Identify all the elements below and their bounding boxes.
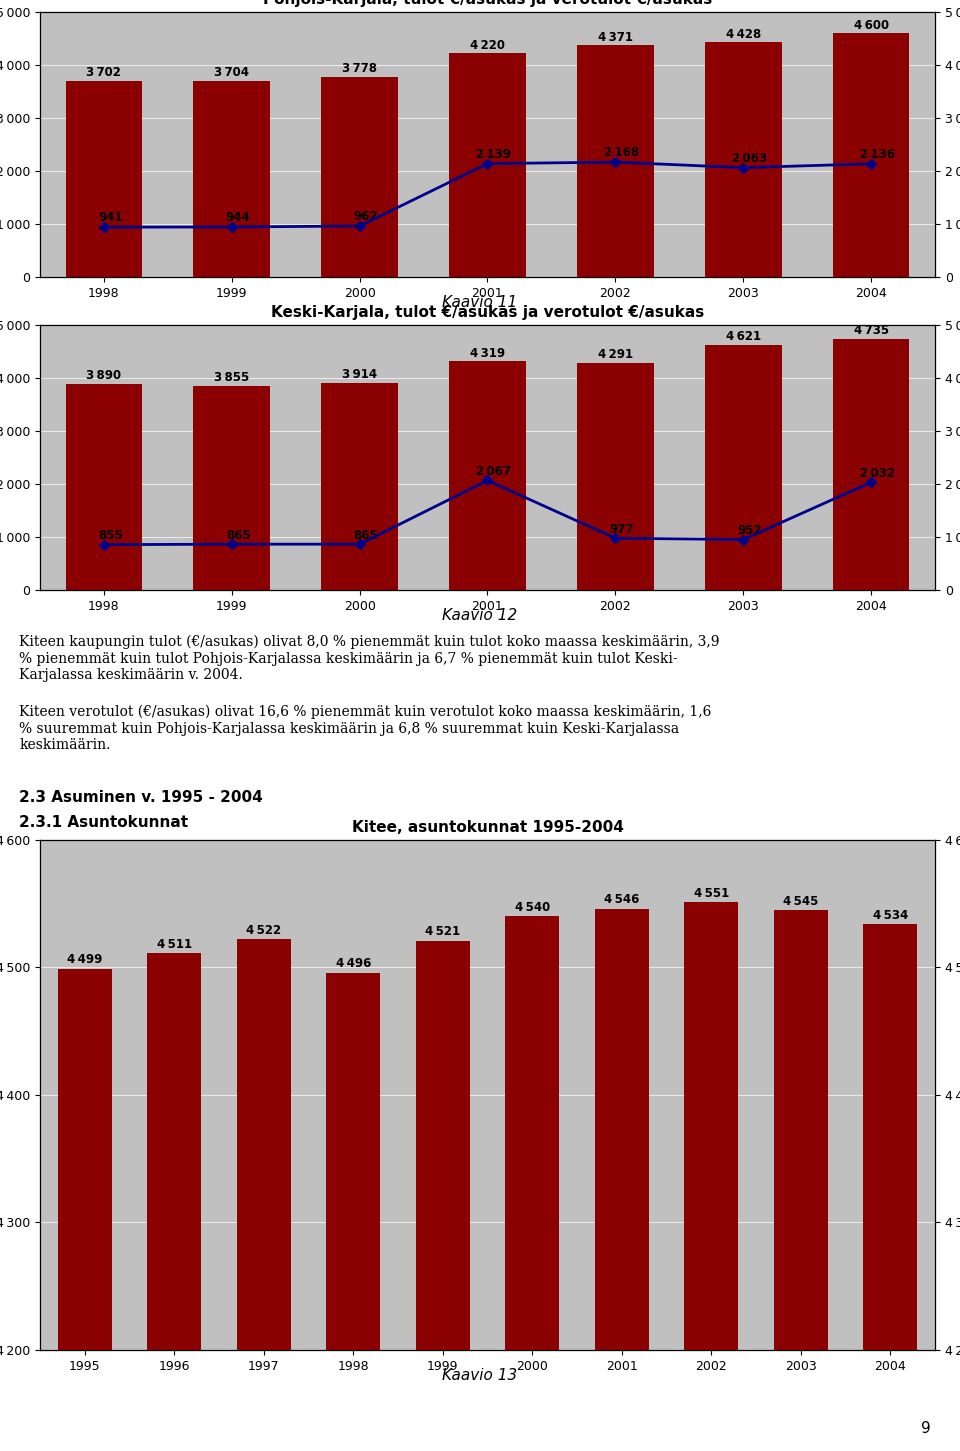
Text: 2 067: 2 067 bbox=[476, 464, 512, 477]
Text: 4 735: 4 735 bbox=[853, 325, 889, 338]
Bar bbox=[505, 917, 559, 1451]
Title: Kitee, asuntokunnat 1995-2004: Kitee, asuntokunnat 1995-2004 bbox=[351, 820, 623, 834]
Text: 4 621: 4 621 bbox=[726, 331, 760, 344]
Text: 4 371: 4 371 bbox=[598, 30, 633, 44]
Bar bbox=[832, 33, 909, 277]
Bar bbox=[595, 908, 649, 1451]
Bar bbox=[58, 969, 111, 1451]
Bar bbox=[577, 363, 654, 591]
Text: 865: 865 bbox=[353, 528, 378, 541]
Text: 4 546: 4 546 bbox=[604, 894, 639, 907]
Bar bbox=[684, 903, 738, 1451]
Text: 2.3.1 Asuntokunnat: 2.3.1 Asuntokunnat bbox=[19, 815, 188, 830]
Bar bbox=[774, 910, 828, 1451]
Bar bbox=[705, 42, 781, 277]
Text: 4 499: 4 499 bbox=[67, 953, 103, 966]
Text: 4 534: 4 534 bbox=[873, 908, 908, 921]
Text: 3 855: 3 855 bbox=[214, 371, 250, 385]
Text: 4 600: 4 600 bbox=[853, 19, 889, 32]
Bar bbox=[148, 953, 201, 1451]
Text: 4 551: 4 551 bbox=[694, 887, 729, 900]
Text: 4 540: 4 540 bbox=[515, 901, 550, 914]
Text: 3 890: 3 890 bbox=[86, 369, 122, 382]
Bar bbox=[832, 340, 909, 591]
Text: Kiteen verotulot (€/asukas) olivat 16,6 % pienemmät kuin verotulot koko maassa k: Kiteen verotulot (€/asukas) olivat 16,6 … bbox=[19, 705, 711, 752]
Text: 3 702: 3 702 bbox=[86, 67, 121, 80]
Text: 865: 865 bbox=[226, 528, 251, 541]
Text: Kaavio 12: Kaavio 12 bbox=[443, 608, 517, 622]
Text: 3 704: 3 704 bbox=[214, 67, 250, 80]
Text: 4 319: 4 319 bbox=[470, 347, 505, 360]
Text: 977: 977 bbox=[610, 522, 634, 535]
Text: 4 545: 4 545 bbox=[783, 895, 819, 907]
Text: 2 063: 2 063 bbox=[732, 152, 767, 165]
Text: 4 496: 4 496 bbox=[336, 958, 371, 971]
Text: 4 291: 4 291 bbox=[598, 348, 633, 361]
Bar bbox=[65, 385, 142, 591]
Text: 2 032: 2 032 bbox=[860, 467, 895, 480]
Text: 4 511: 4 511 bbox=[156, 937, 192, 950]
Bar bbox=[863, 924, 917, 1451]
Text: 944: 944 bbox=[226, 212, 251, 225]
Bar bbox=[449, 361, 526, 591]
Text: 4 522: 4 522 bbox=[246, 924, 281, 937]
Title: Pohjois-Karjala, tulot €/asukas ja verotulot €/asukas: Pohjois-Karjala, tulot €/asukas ja verot… bbox=[263, 0, 712, 7]
Text: 3 778: 3 778 bbox=[342, 62, 377, 75]
Text: 2 168: 2 168 bbox=[604, 147, 639, 160]
Text: 2 139: 2 139 bbox=[476, 148, 512, 161]
Bar bbox=[326, 972, 380, 1451]
Text: 4 521: 4 521 bbox=[425, 926, 460, 939]
Bar bbox=[705, 345, 781, 591]
Text: Kaavio 11: Kaavio 11 bbox=[443, 295, 517, 311]
Bar bbox=[322, 383, 398, 591]
Text: 2 136: 2 136 bbox=[860, 148, 895, 161]
Text: Kiteen kaupungin tulot (€/asukas) olivat 8,0 % pienemmät kuin tulot koko maassa : Kiteen kaupungin tulot (€/asukas) olivat… bbox=[19, 636, 720, 682]
Bar bbox=[193, 81, 270, 277]
Bar bbox=[322, 77, 398, 277]
Text: 941: 941 bbox=[98, 212, 123, 225]
Text: 855: 855 bbox=[98, 530, 123, 543]
Text: 4 220: 4 220 bbox=[470, 39, 505, 52]
Text: Kaavio 13: Kaavio 13 bbox=[443, 1368, 517, 1383]
Text: 3 914: 3 914 bbox=[342, 369, 377, 382]
Bar bbox=[449, 54, 526, 277]
Text: 9: 9 bbox=[922, 1422, 931, 1436]
Text: 952: 952 bbox=[737, 524, 762, 537]
Text: 4 428: 4 428 bbox=[726, 28, 761, 41]
Bar bbox=[65, 81, 142, 277]
Bar bbox=[577, 45, 654, 277]
Text: 2.3 Asuminen v. 1995 - 2004: 2.3 Asuminen v. 1995 - 2004 bbox=[19, 789, 263, 805]
Bar bbox=[193, 386, 270, 591]
Text: 962: 962 bbox=[353, 210, 378, 223]
Bar bbox=[237, 939, 291, 1451]
Title: Keski-Karjala, tulot €/asukas ja verotulot €/asukas: Keski-Karjala, tulot €/asukas ja verotul… bbox=[271, 305, 704, 319]
Bar bbox=[416, 940, 469, 1451]
